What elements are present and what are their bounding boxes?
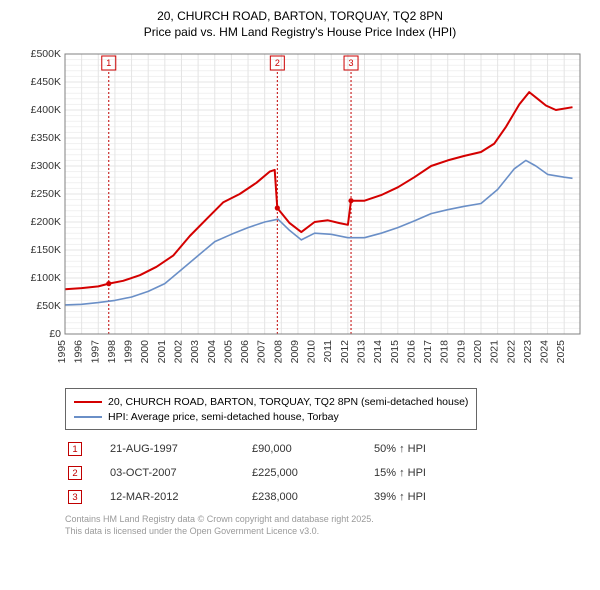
chart-title-line2: Price paid vs. HM Land Registry's House … xyxy=(10,24,590,40)
legend-label: HPI: Average price, semi-detached house,… xyxy=(108,411,339,423)
sales-table: 1 21-AUG-1997£90,00050% ↑ HPI 2 03-OCT-2007… xyxy=(65,436,495,510)
chart-container: 20, CHURCH ROAD, BARTON, TORQUAY, TQ2 8P… xyxy=(0,0,600,544)
sale-delta: 15% ↑ HPI xyxy=(373,462,493,484)
marker-number: 3 xyxy=(68,490,82,504)
svg-text:£500K: £500K xyxy=(31,48,61,60)
svg-text:2002: 2002 xyxy=(172,340,184,364)
svg-text:2024: 2024 xyxy=(539,340,551,364)
svg-text:£100K: £100K xyxy=(31,272,61,284)
footnote-line1: Contains HM Land Registry data © Crown c… xyxy=(65,514,590,526)
svg-text:2: 2 xyxy=(275,58,280,68)
svg-text:2016: 2016 xyxy=(405,340,417,364)
svg-text:1: 1 xyxy=(106,58,111,68)
svg-text:1997: 1997 xyxy=(89,340,101,364)
svg-text:2015: 2015 xyxy=(389,340,401,364)
svg-text:£450K: £450K xyxy=(31,76,61,88)
svg-text:£150K: £150K xyxy=(31,244,61,256)
legend-item: 20, CHURCH ROAD, BARTON, TORQUAY, TQ2 8P… xyxy=(74,394,468,409)
legend-swatch xyxy=(74,401,102,403)
sale-date: 21-AUG-1997 xyxy=(109,438,249,460)
svg-text:2006: 2006 xyxy=(239,340,251,364)
svg-text:3: 3 xyxy=(349,58,354,68)
chart-svg: £0 £50K £100K £150K £200K £250K £300K £350K £400… xyxy=(10,44,590,384)
svg-text:2017: 2017 xyxy=(422,340,434,364)
sale-delta: 39% ↑ HPI xyxy=(373,486,493,508)
svg-text:1996: 1996 xyxy=(73,340,85,364)
svg-text:£50K: £50K xyxy=(36,300,61,312)
svg-text:1999: 1999 xyxy=(123,340,135,364)
svg-text:1998: 1998 xyxy=(106,340,118,364)
svg-text:2013: 2013 xyxy=(356,340,368,364)
svg-text:2011: 2011 xyxy=(322,340,334,363)
legend-label: 20, CHURCH ROAD, BARTON, TORQUAY, TQ2 8P… xyxy=(108,396,468,408)
svg-text:2003: 2003 xyxy=(189,340,201,364)
footnote-line2: This data is licensed under the Open Gov… xyxy=(65,526,590,538)
sale-price: £90,000 xyxy=(251,438,371,460)
svg-text:2019: 2019 xyxy=(455,340,467,364)
svg-text:2004: 2004 xyxy=(206,340,218,364)
sale-date: 03-OCT-2007 xyxy=(109,462,249,484)
marker-number: 2 xyxy=(68,466,82,480)
sale-price: £225,000 xyxy=(251,462,371,484)
svg-text:2012: 2012 xyxy=(339,340,351,364)
svg-text:£300K: £300K xyxy=(31,160,61,172)
svg-text:2005: 2005 xyxy=(222,340,234,364)
sale-date: 12-MAR-2012 xyxy=(109,486,249,508)
svg-text:2023: 2023 xyxy=(522,340,534,364)
svg-text:£200K: £200K xyxy=(31,216,61,228)
sale-price: £238,000 xyxy=(251,486,371,508)
table-row: 3 12-MAR-2012£238,00039% ↑ HPI xyxy=(67,486,493,508)
chart-title-block: 20, CHURCH ROAD, BARTON, TORQUAY, TQ2 8P… xyxy=(10,8,590,40)
svg-text:2000: 2000 xyxy=(139,340,151,364)
svg-text:£350K: £350K xyxy=(31,132,61,144)
svg-text:1995: 1995 xyxy=(56,340,68,364)
svg-text:£400K: £400K xyxy=(31,104,61,116)
svg-text:2021: 2021 xyxy=(489,340,501,364)
svg-text:2022: 2022 xyxy=(505,340,517,364)
sale-delta: 50% ↑ HPI xyxy=(373,438,493,460)
footnote: Contains HM Land Registry data © Crown c… xyxy=(65,514,590,537)
marker-number: 1 xyxy=(68,442,82,456)
legend: 20, CHURCH ROAD, BARTON, TORQUAY, TQ2 8P… xyxy=(65,388,477,430)
svg-text:£0: £0 xyxy=(49,328,61,340)
table-row: 1 21-AUG-1997£90,00050% ↑ HPI xyxy=(67,438,493,460)
svg-text:2010: 2010 xyxy=(306,340,318,364)
legend-item: HPI: Average price, semi-detached house,… xyxy=(74,409,468,424)
svg-text:2007: 2007 xyxy=(256,340,268,364)
table-row: 2 03-OCT-2007£225,00015% ↑ HPI xyxy=(67,462,493,484)
legend-swatch xyxy=(74,416,102,418)
svg-text:2018: 2018 xyxy=(439,340,451,364)
svg-text:2009: 2009 xyxy=(289,340,301,364)
svg-text:2020: 2020 xyxy=(472,340,484,364)
chart-plot: £0 £50K £100K £150K £200K £250K £300K £350K £400… xyxy=(10,44,590,384)
svg-text:2008: 2008 xyxy=(272,340,284,364)
svg-text:£250K: £250K xyxy=(31,188,61,200)
svg-text:2001: 2001 xyxy=(156,340,168,364)
svg-text:2014: 2014 xyxy=(372,340,384,364)
chart-title-line1: 20, CHURCH ROAD, BARTON, TORQUAY, TQ2 8P… xyxy=(10,8,590,24)
svg-text:2025: 2025 xyxy=(555,340,567,364)
